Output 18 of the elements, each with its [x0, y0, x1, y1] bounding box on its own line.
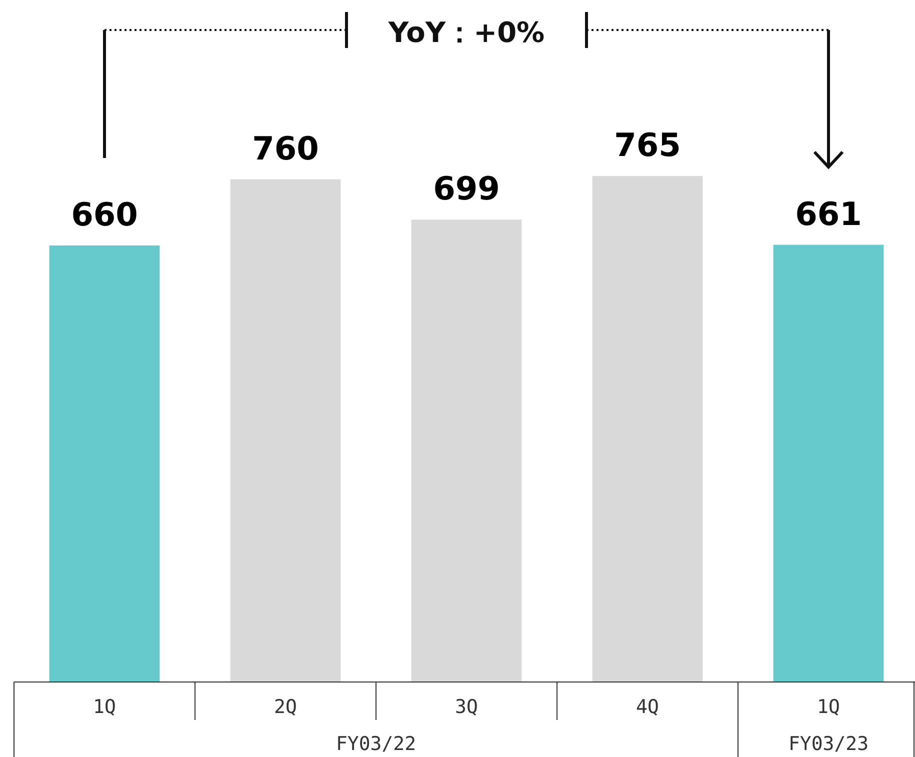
text: FY03/23	[788, 733, 869, 755]
bar	[592, 176, 703, 682]
x-tick-label: 2Q	[274, 696, 297, 718]
x-tick-label: 1Q	[93, 696, 116, 718]
data-label: 661	[795, 194, 862, 233]
bar	[230, 179, 341, 682]
x-tick-label: 3Q	[455, 696, 478, 718]
data-label: 699	[433, 170, 500, 208]
text: YoY：+0%	[387, 16, 545, 49]
data-label: 660	[71, 195, 138, 234]
text: FY03/22	[336, 733, 416, 755]
x-tick-label: 4Q	[636, 696, 659, 718]
data-label: 760	[252, 129, 319, 168]
bar	[773, 244, 884, 682]
x-tick-label: 1Q	[817, 696, 840, 718]
bar	[49, 245, 160, 682]
data-label: 765	[614, 126, 681, 164]
bar	[411, 220, 522, 682]
